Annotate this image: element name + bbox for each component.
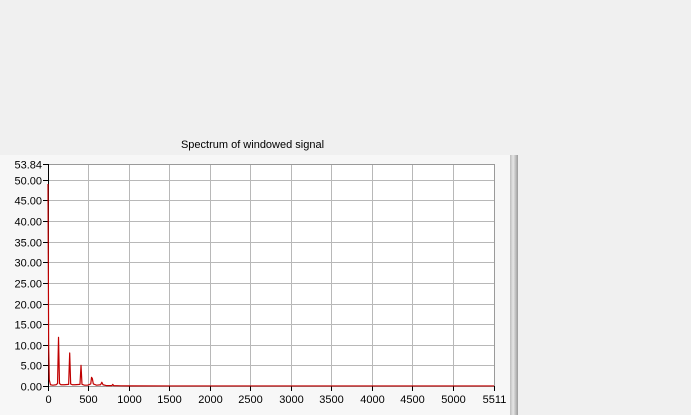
- y-tick-label: 50.00: [14, 176, 42, 188]
- x-tick-label: 500: [79, 394, 97, 406]
- plot-area: [48, 164, 494, 386]
- y-tick-label: 20.00: [14, 300, 42, 312]
- x-tick-label: 5000: [441, 394, 465, 406]
- y-tick-label: 40.00: [14, 217, 42, 229]
- spectrum-chart[interactable]: 0.00 5.00 10.00 15.00 20.00 25.00 30.00 35.00 40…: [0, 155, 518, 415]
- y-tick-label: 35.00: [14, 238, 42, 250]
- x-tick-label: 2000: [198, 394, 222, 406]
- x-tick-label: 1000: [117, 394, 141, 406]
- x-tick-label: 0: [45, 394, 51, 406]
- y-tick-label: 10.00: [14, 341, 42, 353]
- x-tick-label: 4500: [400, 394, 424, 406]
- graph-frame-edge: [510, 155, 518, 415]
- y-tick-label: 45.00: [14, 196, 42, 208]
- y-tick-label: 0.00: [21, 382, 42, 394]
- graph-title: Spectrum of windowed signal: [180, 139, 325, 151]
- y-tick-label: 30.00: [14, 258, 42, 270]
- y-tick-label: 25.00: [14, 279, 42, 291]
- x-tick-label: 4000: [360, 394, 384, 406]
- x-tick-label: 3500: [319, 394, 343, 406]
- x-tick-label: 1500: [157, 394, 181, 406]
- y-tick-label: 5.00: [21, 361, 42, 373]
- x-tick-label: 5511: [483, 394, 507, 406]
- graph-frame: 0.00 5.00 10.00 15.00 20.00 25.00 30.00 35.00 40…: [0, 155, 518, 415]
- y-tick-label: 53.84: [14, 160, 42, 172]
- y-tick-label: 15.00: [14, 320, 42, 332]
- x-tick-label: 3000: [279, 394, 303, 406]
- x-tick-label: 2500: [238, 394, 262, 406]
- spectrum-trace: [47, 183, 494, 387]
